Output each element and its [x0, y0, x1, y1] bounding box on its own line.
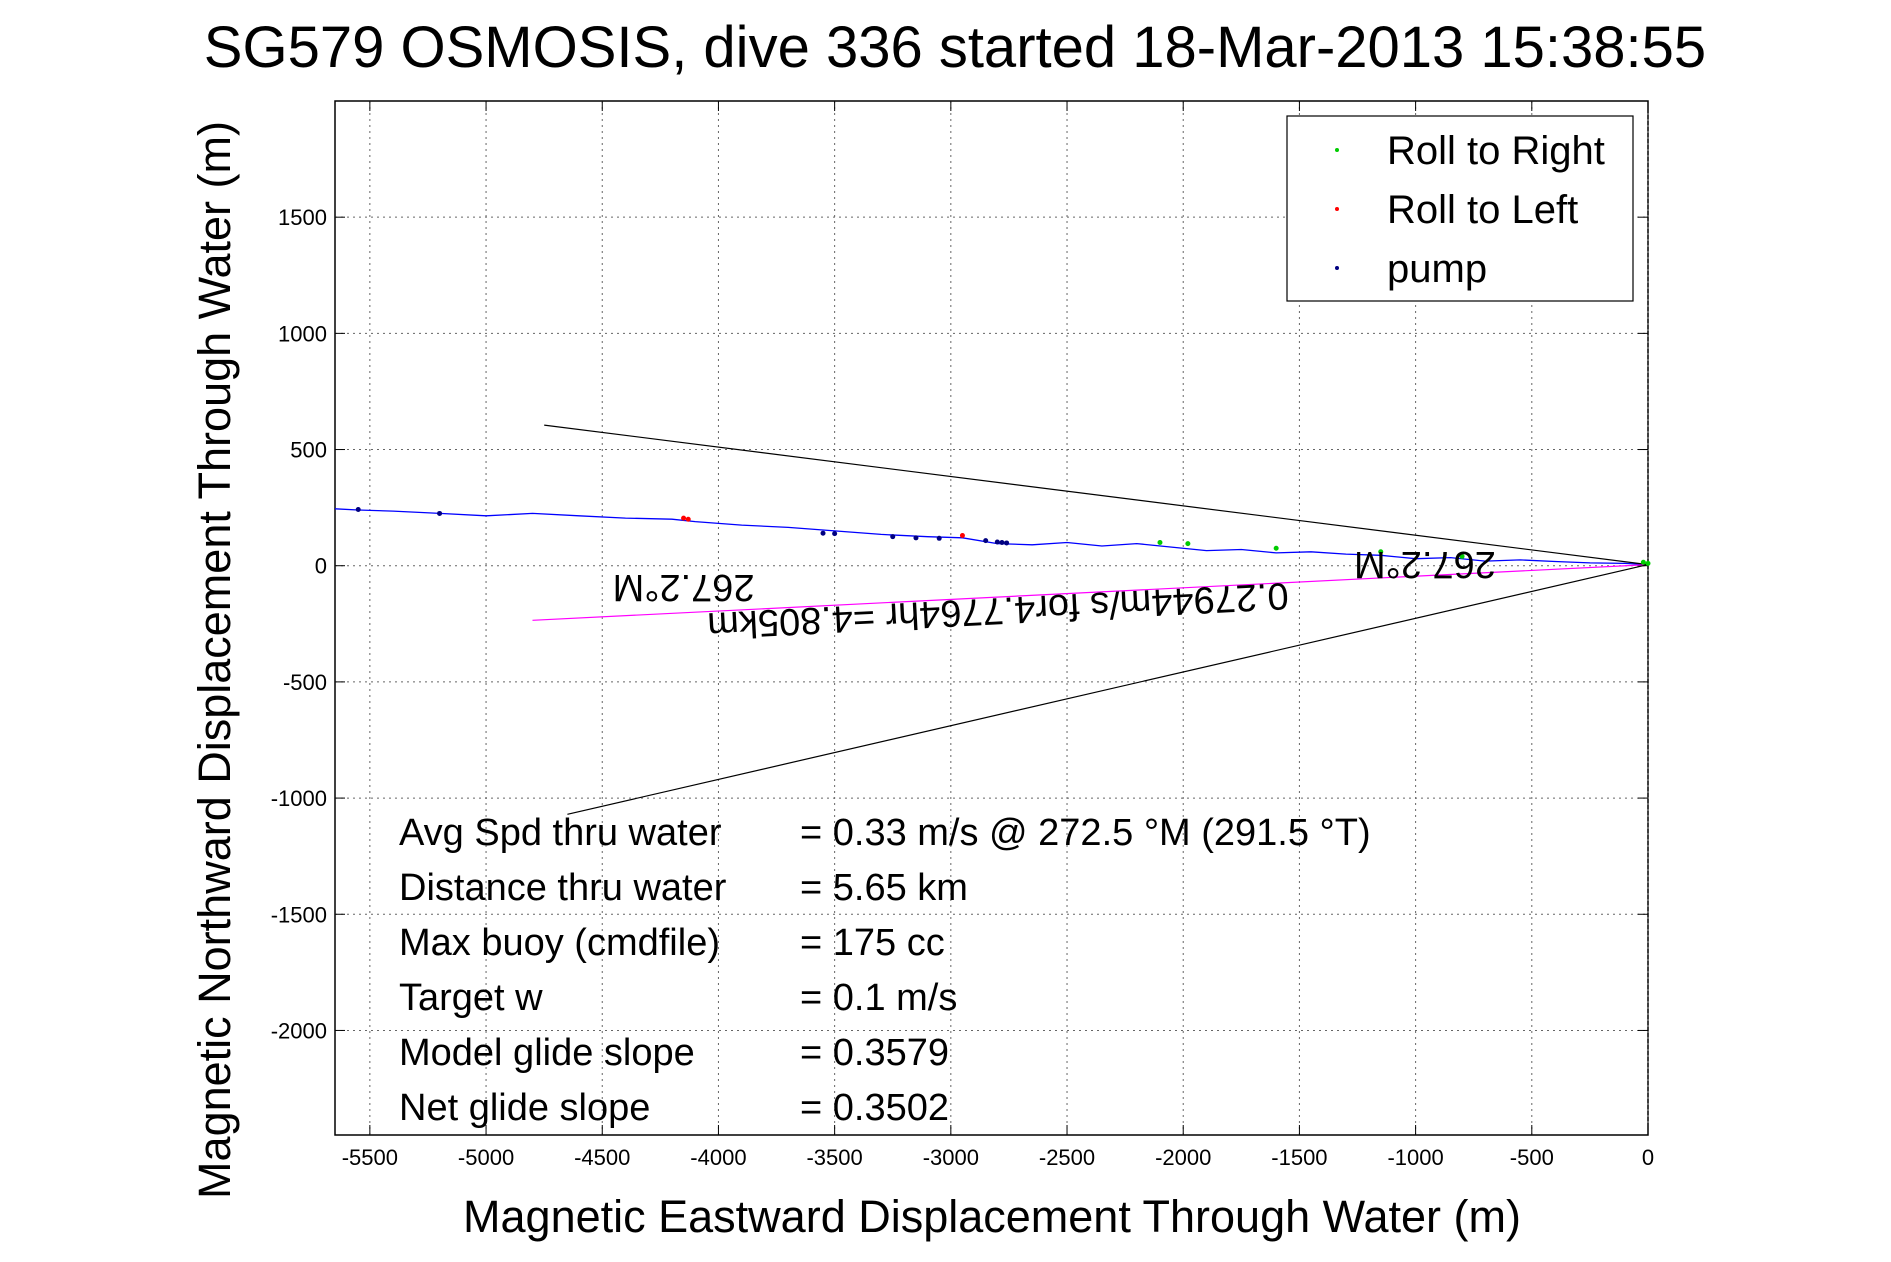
x-tick-label: -2000 [1155, 1145, 1211, 1170]
info-box: Avg Spd thru water = 0.33 m/s @ 272.5 °M … [399, 812, 1371, 1129]
marker-roll-right [1378, 549, 1384, 555]
info-label: Net glide slope [399, 1087, 650, 1129]
marker-roll-right [1645, 560, 1651, 566]
legend-label: Roll to Right [1387, 129, 1605, 173]
x-tick-label: -500 [1510, 1145, 1554, 1170]
x-tick-label: -4500 [574, 1145, 630, 1170]
marker-pump [999, 539, 1005, 545]
marker-roll-right [1157, 539, 1163, 545]
info-value: = 0.3502 [800, 1087, 949, 1129]
marker-pump [820, 530, 826, 536]
info-label: Model glide slope [399, 1032, 695, 1074]
marker-pump [437, 510, 443, 516]
legend-box [1286, 115, 1634, 302]
x-tick-label: -5500 [342, 1145, 398, 1170]
legend-label: Roll to Left [1387, 188, 1578, 232]
grid [335, 101, 1649, 1135]
x-tick-label: -3500 [806, 1145, 862, 1170]
marker-pump [983, 538, 989, 544]
series-cone-upper [544, 424, 1649, 566]
marker-roll-right [1459, 553, 1465, 559]
info-label: Distance thru water [399, 867, 727, 909]
legend-marker [1335, 148, 1339, 152]
x-tick-label: -1000 [1387, 1145, 1443, 1170]
marker-pump [832, 531, 838, 537]
marker-pump [355, 506, 361, 512]
x-tick-label: -2500 [1039, 1145, 1095, 1170]
y-tick-label: -1500 [271, 902, 327, 927]
marker-pump [890, 534, 896, 540]
y-tick-label: 1000 [278, 321, 327, 346]
x-tick-label: -4000 [690, 1145, 746, 1170]
marker-roll-right [1273, 545, 1279, 551]
heading-annotation: 267.2°M [1354, 543, 1496, 585]
info-label: Max buoy (cmdfile) [399, 922, 720, 964]
marker-roll-right [1640, 559, 1646, 565]
marker-pump [913, 535, 919, 541]
info-value: = 0.33 m/s @ 272.5 °M (291.5 °T) [800, 812, 1371, 854]
marker-roll-left [685, 516, 691, 522]
y-axis-label: Magnetic Northward Displacement Through … [189, 121, 240, 1199]
info-label: Target w [399, 977, 543, 1019]
legend-marker [1335, 207, 1339, 211]
marker-pump [936, 535, 942, 541]
y-tick-label: 1500 [278, 205, 327, 230]
marker-roll-left [681, 515, 687, 521]
info-value: = 0.1 m/s [800, 977, 957, 1019]
marker-layer [355, 506, 1651, 566]
legend-marker [1335, 266, 1339, 270]
y-tick-label: 500 [290, 438, 327, 463]
marker-roll-right [1185, 541, 1191, 547]
series-layer [334, 424, 1649, 815]
info-value: = 175 cc [800, 922, 945, 964]
y-tick-label: 0 [315, 554, 327, 579]
x-tick-label: -3000 [923, 1145, 979, 1170]
info-value: = 0.3579 [800, 1032, 949, 1074]
chart-title: SG579 OSMOSIS, dive 336 started 18-Mar-2… [204, 15, 1706, 80]
legend: Roll to Right Roll to Left pump [1286, 115, 1634, 302]
heading-annotation: 267.2°M [613, 566, 755, 608]
info-label: Avg Spd thru water [399, 812, 722, 854]
y-tick-label: -500 [283, 670, 327, 695]
series-dive-heading-line [532, 564, 1649, 621]
series-cone-lower [567, 564, 1649, 815]
marker-pump [1004, 540, 1010, 546]
marker-pump [994, 539, 1000, 545]
y-tick-label: -1000 [271, 786, 327, 811]
y-tick-label: -2000 [271, 1018, 327, 1043]
info-value: = 5.65 km [800, 867, 968, 909]
x-tick-label: 0 [1642, 1145, 1654, 1170]
axis-ticks: -5500 -5000 -4500 -4000 -3500 -3000 -2500 -2000… [271, 101, 1654, 1170]
x-axis-label: Magnetic Eastward Displacement Through W… [463, 1191, 1521, 1242]
x-tick-label: -5000 [458, 1145, 514, 1170]
legend-label: pump [1387, 247, 1487, 291]
series-track [334, 508, 1649, 566]
x-tick-label: -1500 [1271, 1145, 1327, 1170]
marker-roll-left [959, 533, 965, 539]
